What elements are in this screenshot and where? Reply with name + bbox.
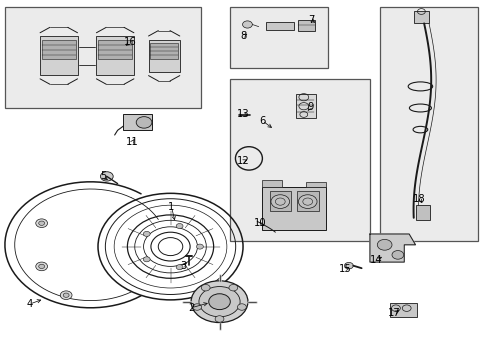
Circle shape bbox=[39, 264, 45, 269]
Circle shape bbox=[60, 291, 72, 300]
Text: 11: 11 bbox=[126, 137, 139, 147]
Bar bbox=[390, 303, 416, 317]
Bar bbox=[40, 36, 77, 75]
Text: 15: 15 bbox=[339, 264, 352, 274]
Text: 18: 18 bbox=[413, 194, 426, 204]
Bar bbox=[5, 7, 201, 108]
Text: 7: 7 bbox=[308, 15, 315, 25]
Bar bbox=[97, 36, 134, 75]
Bar bbox=[297, 191, 318, 211]
Bar bbox=[262, 180, 282, 187]
Bar bbox=[148, 40, 180, 72]
Text: 17: 17 bbox=[388, 308, 401, 318]
Text: 13: 13 bbox=[237, 109, 250, 120]
Bar bbox=[150, 43, 178, 59]
Circle shape bbox=[215, 316, 224, 322]
Text: 5: 5 bbox=[99, 171, 106, 181]
Circle shape bbox=[344, 262, 353, 269]
Text: 6: 6 bbox=[259, 116, 266, 126]
Text: 2: 2 bbox=[188, 303, 195, 313]
Circle shape bbox=[136, 117, 152, 128]
Circle shape bbox=[193, 304, 201, 310]
Text: 8: 8 bbox=[241, 31, 246, 41]
Circle shape bbox=[176, 224, 183, 229]
Polygon shape bbox=[370, 234, 416, 262]
Circle shape bbox=[392, 251, 404, 259]
Circle shape bbox=[143, 257, 150, 262]
Circle shape bbox=[298, 195, 317, 208]
Circle shape bbox=[176, 265, 183, 270]
Bar bbox=[296, 94, 316, 118]
Circle shape bbox=[201, 284, 210, 291]
Bar bbox=[262, 187, 326, 230]
Circle shape bbox=[377, 239, 392, 250]
Bar bbox=[414, 11, 429, 23]
Circle shape bbox=[271, 195, 290, 208]
Bar bbox=[306, 182, 326, 187]
Text: 3: 3 bbox=[181, 261, 187, 271]
Circle shape bbox=[243, 21, 252, 28]
Circle shape bbox=[143, 231, 150, 237]
Circle shape bbox=[191, 281, 248, 323]
Bar bbox=[270, 191, 291, 211]
Bar bbox=[42, 40, 76, 59]
Text: 4: 4 bbox=[26, 299, 32, 309]
Circle shape bbox=[36, 262, 48, 271]
Bar bbox=[230, 79, 370, 241]
Bar bbox=[380, 7, 478, 241]
Circle shape bbox=[63, 293, 69, 297]
Bar bbox=[298, 20, 315, 31]
Bar bbox=[98, 40, 132, 59]
Circle shape bbox=[229, 284, 238, 291]
Text: 16: 16 bbox=[123, 37, 136, 48]
Circle shape bbox=[238, 304, 246, 310]
Bar bbox=[266, 22, 294, 30]
Circle shape bbox=[36, 219, 48, 228]
Circle shape bbox=[196, 244, 203, 249]
Bar bbox=[230, 7, 328, 68]
Bar bbox=[416, 205, 430, 220]
Circle shape bbox=[209, 294, 230, 310]
Bar bbox=[123, 114, 152, 130]
Text: 10: 10 bbox=[253, 218, 266, 228]
Text: 12: 12 bbox=[237, 156, 250, 166]
Circle shape bbox=[39, 221, 45, 225]
Circle shape bbox=[100, 172, 113, 181]
Circle shape bbox=[199, 287, 240, 317]
Text: 14: 14 bbox=[370, 255, 383, 265]
Text: 1: 1 bbox=[168, 202, 175, 212]
Text: 9: 9 bbox=[307, 102, 314, 112]
